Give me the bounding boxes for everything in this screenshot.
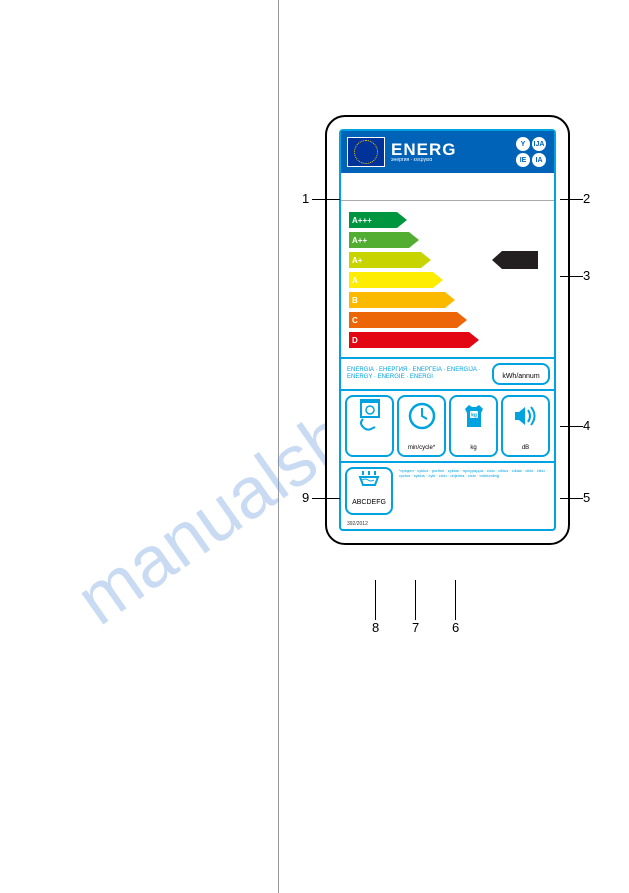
speaker-icon	[511, 401, 541, 431]
noise-box: dB	[501, 395, 550, 457]
callout-9: 9	[302, 490, 309, 505]
outer-frame: ENERG энергия · ενεργεια Y IJA IE IA A++…	[325, 115, 570, 545]
svg-text:kg: kg	[471, 413, 477, 419]
energ-main: ENERG	[391, 141, 516, 158]
callout-4: 4	[583, 418, 590, 433]
brand-model-area	[341, 173, 554, 201]
condensation-icon	[357, 469, 381, 487]
arrows-section: A+++ A++ A+ ABCD	[341, 201, 554, 359]
arrows-stack: A+++ A++ A+ ABCD	[349, 211, 546, 349]
dryer-type-box	[345, 395, 394, 457]
cycle-time-box: min/cycle*	[397, 395, 446, 457]
energy-label: ENERG энергия · ενεργεια Y IJA IE IA A++…	[325, 115, 570, 545]
callout-3: 3	[583, 268, 590, 283]
noise-label: dB	[522, 445, 529, 451]
callout-line-4	[560, 426, 583, 427]
callout-2: 2	[583, 191, 590, 206]
circle-ija: IJA	[532, 137, 546, 151]
circle-ie: IE	[516, 153, 530, 167]
consumption-section: ENERGIA · ЕНЕРГИЯ · ΕΝΕΡΓΕΙΑ · ENERGIJA …	[341, 359, 554, 391]
callout-5: 5	[583, 490, 590, 505]
callout-1: 1	[302, 191, 309, 206]
spec-icon-row: min/cycle* kg kg dB	[341, 391, 554, 463]
energy-class-indicator	[502, 251, 538, 269]
energy-arrow-B: B	[349, 291, 546, 309]
header-band: ENERG энергия · ενεργεια Y IJA IE IA	[341, 131, 554, 173]
energ-suffix-circles: Y IJA IE IA	[516, 137, 548, 167]
energy-arrow-Aplusplus: A++	[349, 231, 546, 249]
callout-line-5	[560, 498, 583, 499]
circle-y: Y	[516, 137, 530, 151]
callout-line-1	[312, 199, 340, 200]
bottom-section: ABCDEFG *среден · cyklus · portion · zyk…	[341, 463, 554, 519]
callout-7: 7	[412, 620, 419, 635]
callout-line-3	[560, 276, 583, 277]
shirt-kg-icon: kg	[459, 401, 489, 431]
eu-flag-icon	[347, 137, 385, 167]
callout-line-7	[415, 580, 416, 620]
condensation-classes: ABCDEFG	[352, 487, 386, 513]
cycle-time-label: min/cycle*	[408, 445, 435, 451]
inner-frame: ENERG энергия · ενεργεια Y IJA IE IA A++…	[339, 129, 556, 531]
callout-8: 8	[372, 620, 379, 635]
vertical-divider	[278, 0, 279, 893]
clock-icon	[407, 401, 437, 431]
kwh-annum-box: kWh/annum	[492, 363, 550, 385]
circle-ia: IA	[532, 153, 546, 167]
callout-line-2	[560, 199, 583, 200]
callout-line-8	[375, 580, 376, 620]
cycle-footnote: *среден · cyklus · portion · zyklus · πρ…	[397, 467, 550, 515]
callout-line-6	[455, 580, 456, 620]
capacity-box: kg kg	[449, 395, 498, 457]
energy-arrow-Aplus: A+	[349, 251, 546, 269]
capacity-label: kg	[470, 445, 476, 451]
regulation-number: 392/2012	[341, 519, 554, 529]
condensation-box: ABCDEFG	[345, 467, 393, 515]
energia-multilang: ENERGIA · ЕНЕРГИЯ · ΕΝΕΡΓΕΙΑ · ENERGIJA …	[341, 359, 488, 389]
dryer-plug-icon	[355, 401, 385, 431]
callout-line-9	[312, 498, 340, 499]
energy-arrow-Aplusplusplus: A+++	[349, 211, 546, 229]
energy-arrow-D: D	[349, 331, 546, 349]
callout-6: 6	[452, 620, 459, 635]
energy-arrow-A: A	[349, 271, 546, 289]
energy-arrow-C: C	[349, 311, 546, 329]
energ-text-block: ENERG энергия · ενεργεια	[385, 141, 516, 163]
